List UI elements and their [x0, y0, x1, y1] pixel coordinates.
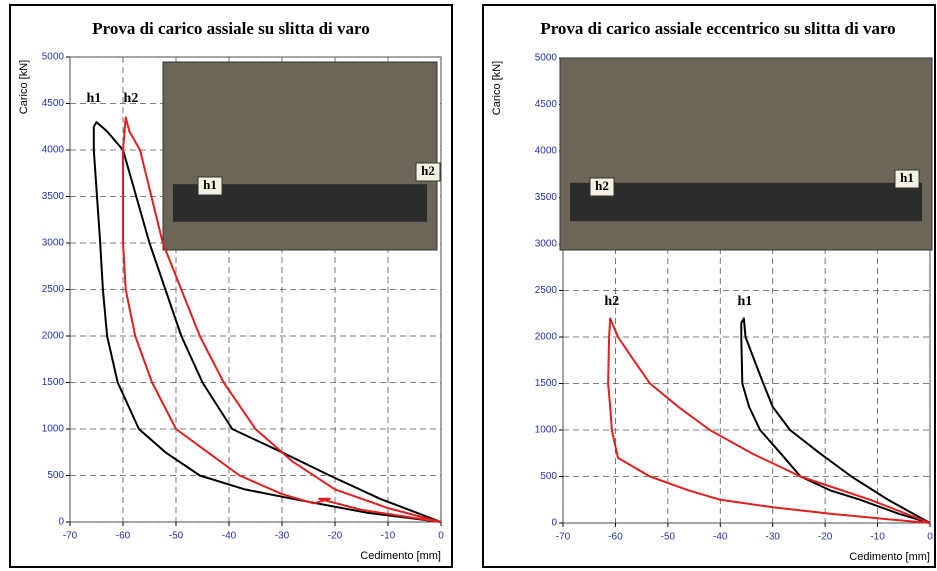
photo-label: h1: [900, 170, 914, 185]
y-tick-label: 4000: [535, 146, 558, 157]
x-tick-label: -50: [661, 532, 676, 543]
y-tick-label: 3000: [42, 238, 65, 249]
x-tick-label: -30: [275, 531, 290, 542]
y-tick-label: 4000: [42, 145, 65, 156]
photo-detail: [570, 183, 922, 221]
y-axis-label: Carico [kN]: [18, 60, 30, 114]
y-tick-label: 3500: [42, 191, 65, 202]
x-tick-label: -20: [328, 531, 343, 542]
x-tick-label: -30: [765, 532, 780, 543]
x-tick-label: 0: [927, 532, 933, 543]
y-tick-label: 2000: [42, 331, 65, 342]
y-tick-label: 1500: [535, 378, 558, 389]
photo: [163, 62, 437, 250]
photo-label: h2: [595, 178, 609, 193]
x-tick-label: -70: [63, 531, 78, 542]
y-tick-label: 4500: [535, 99, 558, 110]
y-tick-label: 500: [540, 471, 557, 482]
x-tick-label: -50: [169, 531, 184, 542]
curve-label: h1: [86, 91, 101, 106]
y-axis-label: Carico [kN]: [491, 61, 503, 115]
chart-title: Prova di carico assiale su slitta di var…: [92, 19, 370, 38]
y-tick-label: 1000: [535, 425, 558, 436]
y-tick-label: 0: [551, 518, 557, 529]
y-tick-label: 1500: [42, 377, 65, 388]
x-axis-label: Cedimento [mm]: [849, 551, 930, 563]
photo-label: h2: [421, 163, 435, 178]
x-tick-label: -60: [116, 531, 131, 542]
x-tick-label: -60: [608, 532, 623, 543]
x-tick-label: 0: [438, 531, 444, 542]
figure: Prova di carico assiale su slitta di var…: [0, 0, 937, 571]
y-tick-label: 5000: [42, 52, 65, 63]
y-tick-label: 1000: [42, 424, 65, 435]
x-tick-label: -40: [713, 532, 728, 543]
y-tick-label: 500: [47, 470, 64, 481]
chart-title: Prova di carico assiale eccentrico su sl…: [540, 19, 895, 38]
curve-label: h2: [604, 294, 619, 309]
x-tick-label: -10: [870, 532, 885, 543]
y-tick-label: 2500: [42, 284, 65, 295]
photo-label: h1: [203, 177, 217, 192]
x-tick-label: -10: [381, 531, 396, 542]
x-tick-label: -40: [222, 531, 237, 542]
curve-label: h1: [738, 294, 753, 309]
y-tick-label: 2500: [535, 285, 558, 296]
curve-label: h2: [124, 91, 139, 106]
y-tick-label: 5000: [535, 53, 558, 64]
y-tick-label: 0: [58, 517, 64, 528]
y-tick-label: 4500: [42, 98, 65, 109]
y-tick-label: 3000: [535, 239, 558, 250]
y-tick-label: 2000: [535, 332, 558, 343]
x-tick-label: -20: [818, 532, 833, 543]
x-tick-label: -70: [556, 532, 571, 543]
x-axis-label: Cedimento [mm]: [360, 550, 441, 562]
y-tick-label: 3500: [535, 192, 558, 203]
